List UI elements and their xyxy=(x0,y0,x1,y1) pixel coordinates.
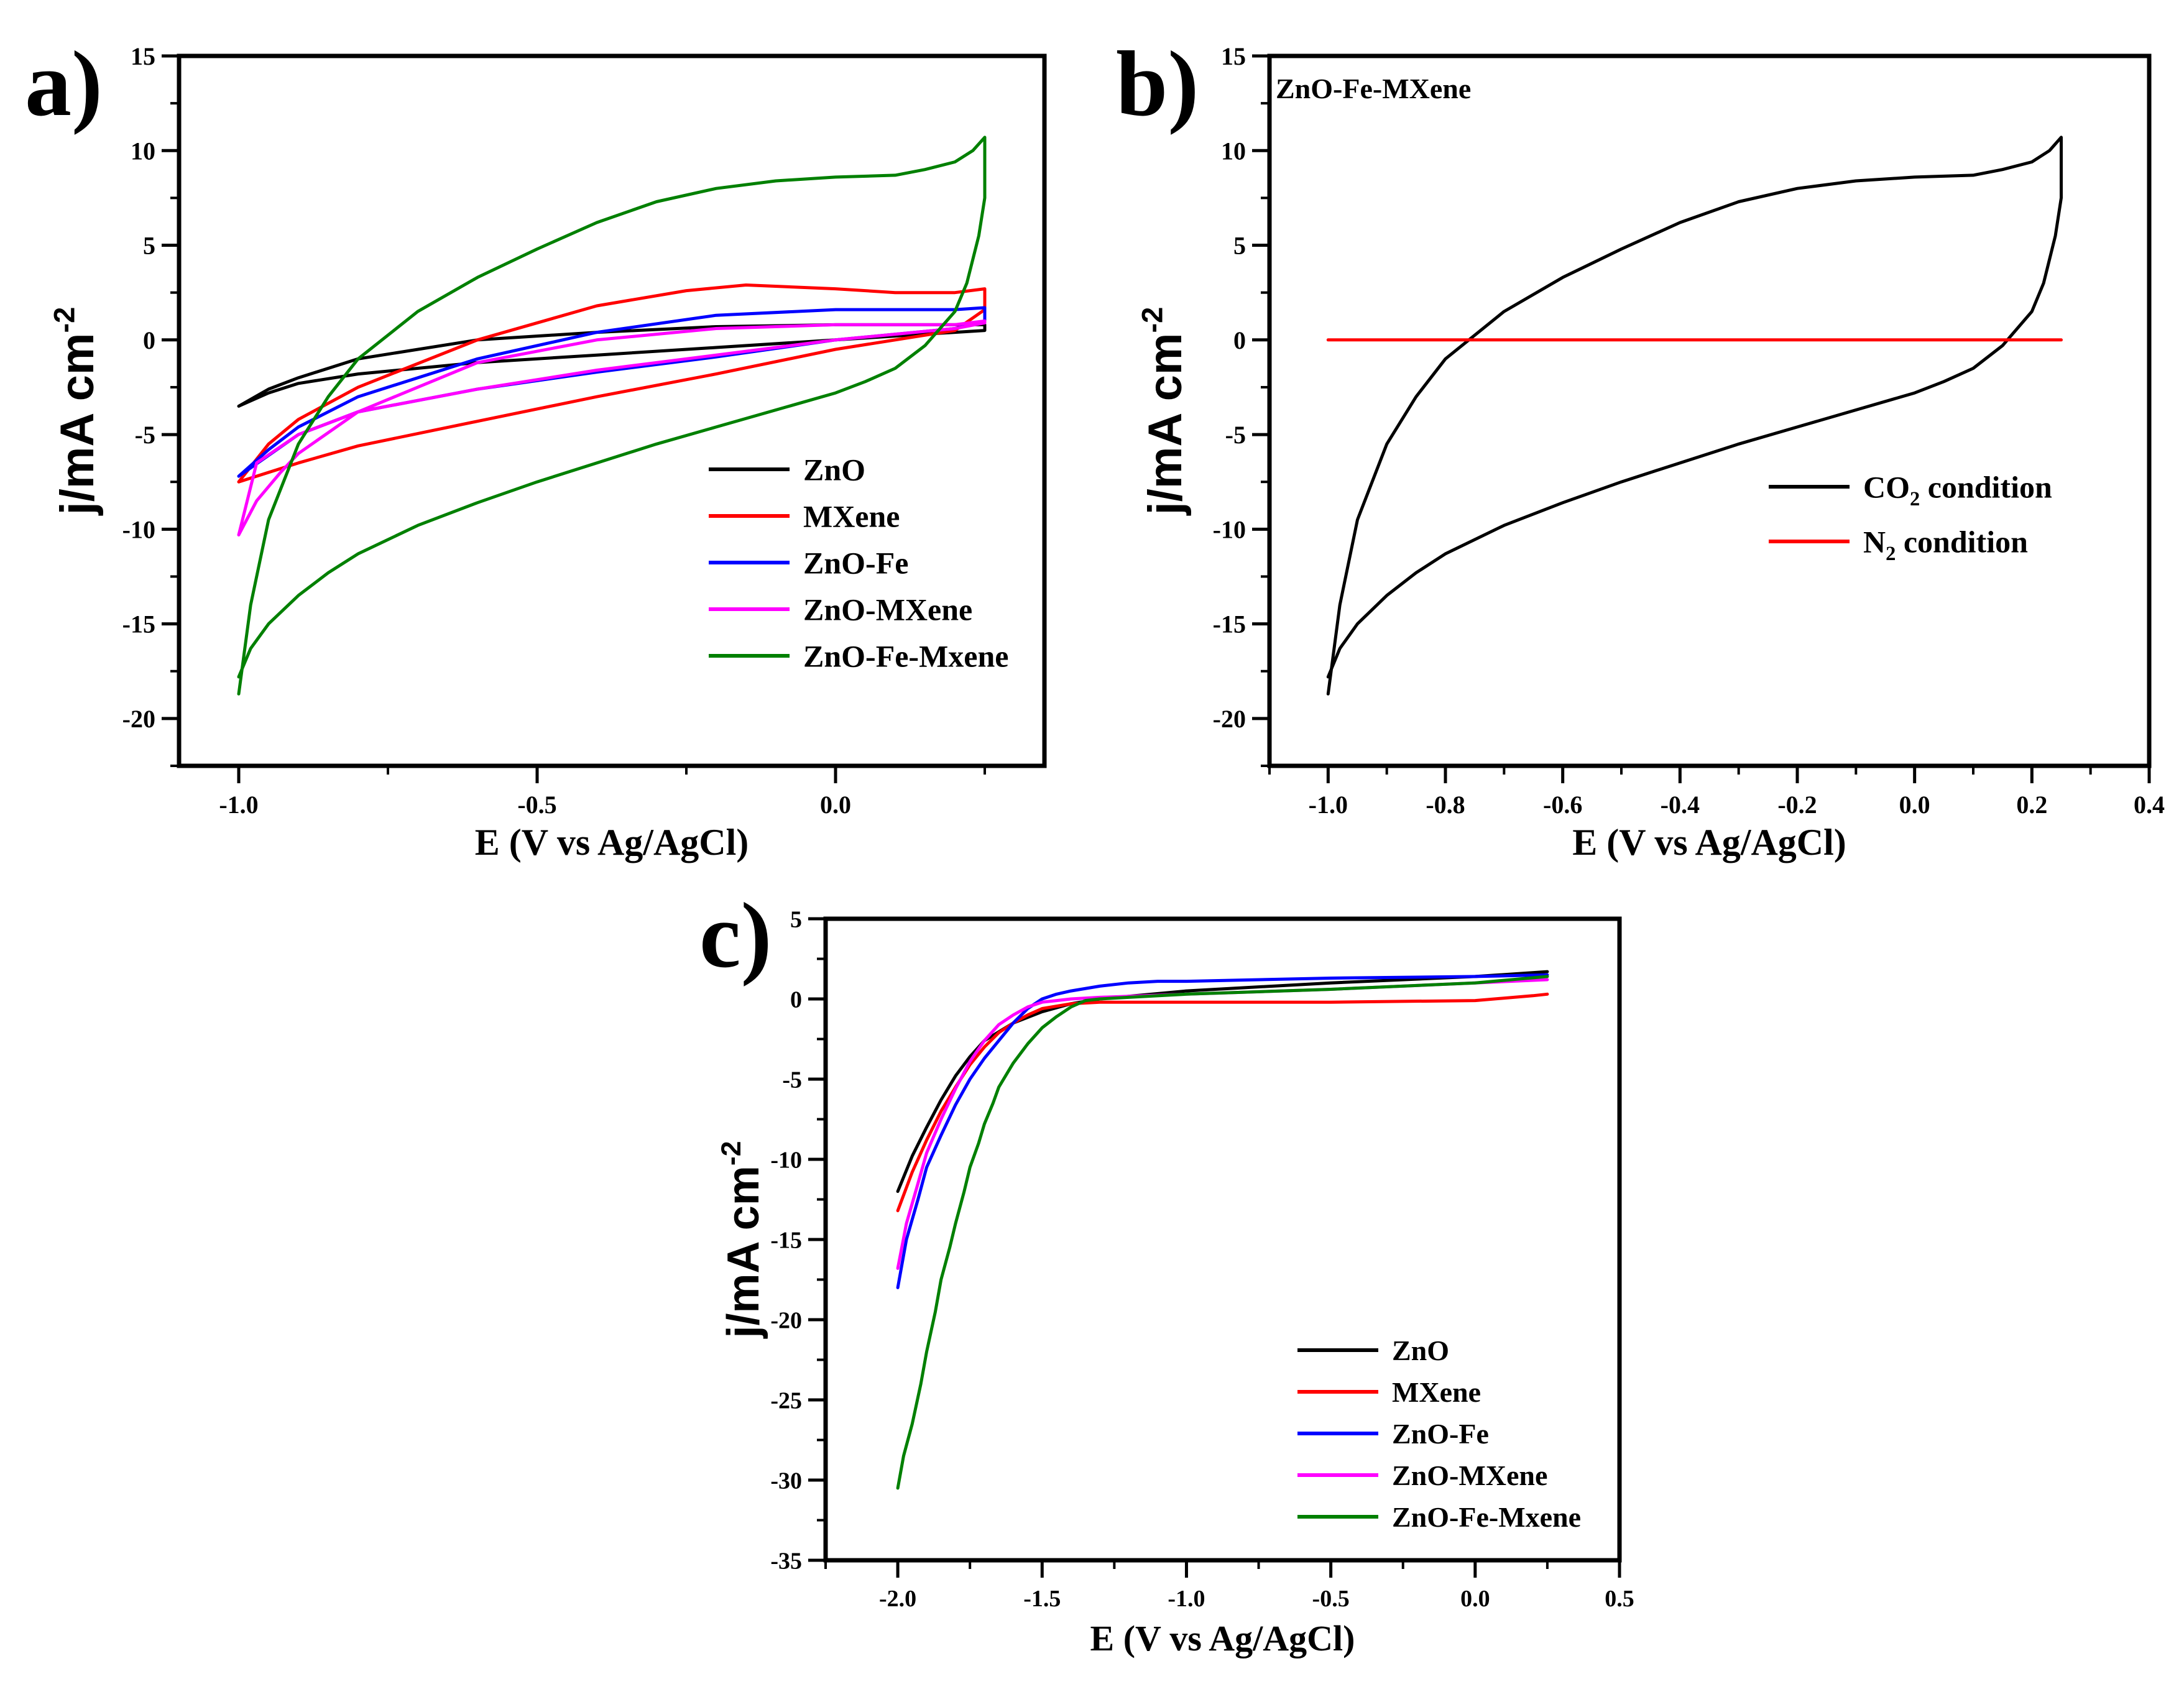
x-tick-label: -0.5 xyxy=(1312,1586,1350,1612)
y-tick-label: 5 xyxy=(143,232,155,260)
panel-a: a) 15 10 5 0 -5 -10 -15 -20 -1.0 -0.5 0.0 E (V vs Ag… xyxy=(25,32,1047,863)
series-line-zno-fe xyxy=(896,973,1549,1289)
x-tick-label: -1.0 xyxy=(219,791,258,819)
y-tick-label: -15 xyxy=(122,610,155,638)
y-tick-label: 0 xyxy=(790,987,802,1013)
legend-label: MXene xyxy=(1392,1376,1481,1408)
series-line-zno xyxy=(237,323,987,408)
x-tick-label: -0.6 xyxy=(1543,791,1582,819)
series-line-zno-mxene xyxy=(896,978,1549,1270)
y-axis-label-sup: -2 xyxy=(1136,307,1169,333)
legend-label: ZnO-Fe xyxy=(1392,1418,1489,1450)
legend-label: ZnO-Fe-Mxene xyxy=(1392,1501,1581,1533)
y-tick-label: 10 xyxy=(1221,137,1246,165)
legend-label-sub: 2 xyxy=(1910,488,1920,510)
y-tick-label: -35 xyxy=(770,1548,802,1574)
y-tick-label: -5 xyxy=(782,1067,802,1093)
y-tick-label: 0 xyxy=(1233,326,1246,354)
legend-label-rest: condition xyxy=(1920,470,2052,505)
plot-frame xyxy=(177,53,1047,768)
y-axis-label-main: j/mA cm xyxy=(719,1166,768,1339)
series-line-mxene xyxy=(896,992,1549,1213)
panel-c: c) 5 0 -5 -10 -15 -20 -25 -30 -35 -2.0 -1.5 -1.0 -0.5… xyxy=(699,884,1634,1658)
series-line-mxene xyxy=(237,283,987,484)
y-tick-label: -20 xyxy=(122,705,155,733)
x-tick-label: -0.4 xyxy=(1661,791,1700,819)
y-axis-label-main: j/mA cm xyxy=(1139,333,1192,517)
y-tick-label: 15 xyxy=(1221,42,1246,70)
x-tick-label: 0.4 xyxy=(2134,791,2165,819)
plot-frame xyxy=(1267,53,2152,768)
y-tick-label: -20 xyxy=(1213,705,1246,733)
y-tick-label: -5 xyxy=(135,421,155,449)
y-tick-label: -15 xyxy=(770,1227,802,1253)
y-tick-label: -30 xyxy=(770,1468,802,1494)
legend-label: ZnO-Fe-Mxene xyxy=(803,639,1008,674)
x-tick-label: 0.0 xyxy=(1899,791,1930,819)
legend-label: MXene xyxy=(803,499,900,534)
y-tick-label: 10 xyxy=(131,137,155,165)
legend-label: ZnO-Fe xyxy=(803,546,908,581)
y-axis-label: j/mA cm-2 xyxy=(48,307,104,517)
y-tick-label: -25 xyxy=(770,1387,802,1414)
y-tick-label: 5 xyxy=(790,906,802,932)
x-tick-label: -1.5 xyxy=(1023,1586,1061,1612)
x-axis-label: E (V vs Ag/AgCl) xyxy=(475,822,749,863)
y-tick-label: -20 xyxy=(770,1307,802,1333)
x-tick-label: 0.2 xyxy=(2016,791,2047,819)
legend-label-main: CO xyxy=(1863,470,1910,505)
y-axis-label-main: j/mA cm xyxy=(51,333,104,517)
x-axis-label: E (V vs Ag/AgCl) xyxy=(1572,822,1846,863)
panel-label: b) xyxy=(1116,32,1199,136)
x-tick-label: 0.0 xyxy=(820,791,851,819)
x-tick-label: -0.5 xyxy=(517,791,556,819)
series-line-co2-condition xyxy=(1326,136,2063,696)
y-tick-label: -5 xyxy=(1225,421,1246,449)
y-axis-label-sup: -2 xyxy=(716,1141,747,1166)
y-axis-label: j/mA cm-2 xyxy=(1136,307,1192,517)
legend-label: ZnO-MXene xyxy=(1392,1460,1547,1491)
legend-label: N2 condition xyxy=(1863,525,2028,566)
panel-b: b) 15 10 5 0 -5 -10 -15 -20 -1.0 -0.8 -0.6 -0.4 -0.2 0… xyxy=(1116,32,2165,863)
y-axis-label: j/mA cm-2 xyxy=(716,1141,768,1339)
y-axis-label-sup: -2 xyxy=(48,307,81,333)
legend-label: ZnO xyxy=(1392,1335,1449,1366)
x-axis-label: E (V vs Ag/AgCl) xyxy=(1090,1618,1355,1658)
y-tick-label: 0 xyxy=(143,326,155,354)
series-line-zno xyxy=(896,970,1549,1194)
series-line-zno-fe-mxene xyxy=(237,136,987,696)
x-tick-label: -0.8 xyxy=(1426,791,1465,819)
y-tick-label: 5 xyxy=(1233,232,1246,260)
series-line-zno-mxene xyxy=(237,319,987,536)
x-tick-label: -1.0 xyxy=(1309,791,1348,819)
x-tick-label: -0.2 xyxy=(1777,791,1817,819)
series-line-zno-fe-mxene xyxy=(896,975,1549,1490)
panel-label: c) xyxy=(699,884,772,987)
x-tick-label: 0.0 xyxy=(1460,1586,1490,1612)
legend-label-rest: condition xyxy=(1896,525,2028,559)
y-tick-label: -10 xyxy=(770,1147,802,1173)
y-tick-label: -10 xyxy=(1213,515,1246,543)
panel-title: ZnO-Fe-MXene xyxy=(1276,73,1471,104)
y-tick-label: 15 xyxy=(131,42,155,70)
legend-label: ZnO-MXene xyxy=(803,592,972,627)
x-tick-label: -2.0 xyxy=(879,1586,916,1612)
legend-label: ZnO xyxy=(803,453,865,487)
panel-label: a) xyxy=(25,32,103,136)
y-tick-label: -10 xyxy=(122,515,155,543)
legend-label: CO2 condition xyxy=(1863,470,2052,511)
y-tick-label: -15 xyxy=(1213,610,1246,638)
x-tick-label: 0.5 xyxy=(1605,1586,1634,1612)
legend-label-main: N xyxy=(1863,525,1886,559)
legend-label-sub: 2 xyxy=(1886,543,1896,565)
x-tick-label: -1.0 xyxy=(1168,1586,1205,1612)
